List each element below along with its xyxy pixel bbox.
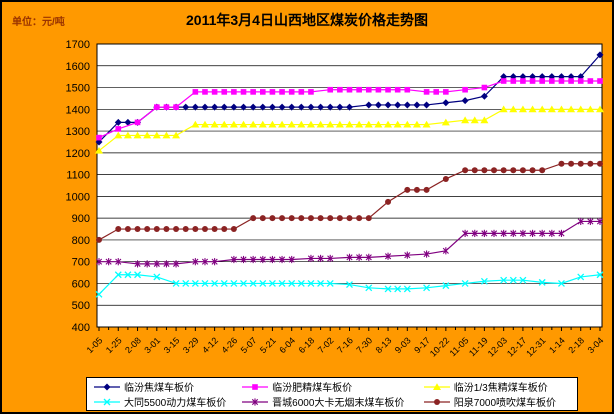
x-tick-label: 3-01	[142, 335, 162, 355]
x-tick-label: 9-03	[393, 335, 413, 355]
diamond-marker-icon	[94, 383, 120, 391]
y-tick-label: 900	[72, 213, 90, 225]
series-大同5500动力煤车板价	[95, 271, 604, 298]
x-tick-label: 2-18	[566, 335, 586, 355]
star-marker-icon	[242, 398, 269, 406]
legend-item-jincheng-6000: 晋城6000大卡无烟末煤车板价	[241, 394, 423, 409]
series-临汾肥精煤车板价	[96, 78, 603, 141]
x-tick-label: 7-16	[335, 335, 355, 355]
legend-label: 大同5500动力煤车板价	[124, 398, 227, 409]
legend-item-linfen-13jiao: 临汾1/3焦精煤车板价	[423, 379, 571, 394]
x-tick-label: 7-02	[316, 335, 336, 355]
x-tick-label: 3-29	[181, 335, 201, 355]
legend-label: 临汾焦煤车板价	[124, 383, 194, 394]
x-tick-label: 5-21	[258, 335, 278, 355]
y-axis-labels: 400 500 600 700 800 900 1000 1100 1200 1300 1400 15…	[66, 39, 90, 334]
x-tick-label: 12-03	[486, 335, 509, 358]
x-marker-icon	[94, 398, 120, 406]
x-tick-label: 5-07	[239, 335, 259, 355]
x-tick-label: 11-19	[467, 335, 490, 358]
x-axis-labels: 1-05 1-25 2-08 3-01 3-15 3-29 4-12 4-26 5-07 5-21…	[85, 335, 606, 358]
x-tick-label: 2-08	[123, 335, 143, 355]
x-tick-label: 3-04	[586, 335, 606, 355]
legend-item-linfen-jiaomei: 临汾焦煤车板价	[93, 379, 241, 394]
y-tick-label: 1100	[66, 170, 90, 182]
x-tick-label: 4-12	[200, 335, 220, 355]
x-tick-label: 12-31	[524, 335, 547, 358]
legend-label: 临汾1/3焦精煤车板价	[453, 383, 548, 394]
legend-label: 阳泉7000喷吹煤车板价	[453, 398, 557, 409]
legend-label: 晋城6000大卡无烟末煤车板价	[272, 398, 405, 409]
x-tick-label: 4-26	[219, 335, 239, 355]
y-tick-label: 1300	[66, 126, 90, 138]
series-临汾1/3焦精煤车板价	[95, 105, 604, 154]
circle-marker-icon	[423, 399, 450, 405]
legend: 临汾焦煤车板价 临汾肥精煤车板价 临汾1/3焦精煤车板价 大同5500动力煤车板…	[86, 377, 578, 411]
y-tick-label: 1400	[66, 104, 90, 116]
y-tick-label: 1700	[66, 39, 90, 51]
x-axis-ticks	[98, 327, 601, 331]
y-tick-label: 600	[72, 278, 90, 290]
triangle-marker-icon	[423, 383, 450, 390]
series-晋城6000大卡无烟末煤车板价	[95, 217, 604, 268]
x-tick-label: 8-13	[374, 335, 394, 355]
x-tick-label: 11-05	[448, 335, 471, 358]
legend-item-linfen-feijingmei: 临汾肥精煤车板价	[241, 379, 423, 394]
legend-item-datong-5500: 大同5500动力煤车板价	[93, 394, 241, 409]
x-tick-label: 6-18	[297, 335, 317, 355]
y-tick-label: 500	[72, 300, 90, 312]
y-tick-label: 1500	[66, 83, 90, 95]
y-tick-label: 1200	[66, 148, 90, 160]
y-tick-label: 800	[72, 235, 90, 247]
y-tick-label: 1000	[66, 191, 90, 203]
gridlines	[97, 43, 602, 328]
x-tick-label: 6-04	[277, 335, 297, 355]
x-tick-label: 10-22	[428, 335, 451, 358]
x-tick-label: 12-17	[505, 335, 528, 358]
y-tick-label: 700	[72, 257, 90, 269]
y-tick-label: 400	[72, 322, 90, 334]
series-阳泉7000喷吹煤车板价	[96, 160, 603, 243]
legend-label: 临汾肥精煤车板价	[272, 383, 353, 394]
chart-title: 2011年3月4日山西地区煤炭价格走势图	[186, 12, 428, 28]
x-tick-label: 1-25	[104, 335, 124, 355]
x-tick-label: 1-14	[547, 335, 567, 355]
legend-item-yangquan-7000: 阳泉7000喷吹煤车板价	[423, 394, 571, 409]
x-tick-label: 7-30	[354, 335, 374, 355]
square-marker-icon	[242, 384, 269, 390]
unit-label: 单位：元/吨	[12, 17, 65, 28]
x-tick-label: 1-05	[85, 335, 105, 355]
x-tick-label: 3-15	[162, 335, 182, 355]
y-tick-label: 1600	[66, 61, 90, 73]
